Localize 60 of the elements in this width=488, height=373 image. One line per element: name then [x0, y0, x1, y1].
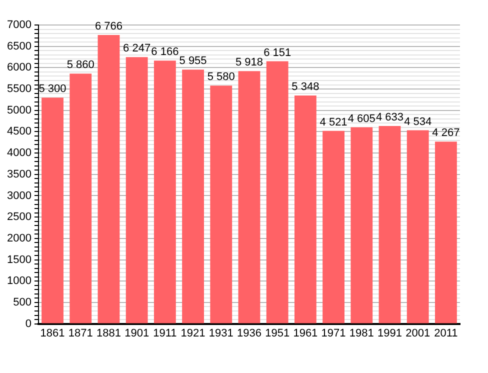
- x-tick-label: 1936: [236, 327, 262, 340]
- data-label: 4 267: [432, 127, 460, 140]
- x-tick-label: 1971: [321, 327, 346, 340]
- data-label: 5 580: [207, 71, 235, 84]
- x-tick-label: 1921: [180, 327, 206, 340]
- y-tick-label: 3000: [6, 190, 32, 202]
- y-tick-label: 0: [25, 318, 32, 330]
- data-label: 5 348: [292, 81, 320, 94]
- y-tick-label: 7000: [6, 19, 32, 32]
- x-tick-label: 1951: [265, 327, 290, 340]
- x-tick-label: 2011: [434, 327, 458, 340]
- bar: [294, 96, 316, 324]
- y-tick-label: 4500: [6, 126, 32, 138]
- y-tick-label: 2500: [6, 211, 32, 224]
- y-tick-label: 1500: [6, 254, 32, 266]
- x-tick-label: 1901: [124, 327, 150, 340]
- x-tick-label: 1881: [96, 327, 121, 340]
- bar: [98, 34, 120, 324]
- bar: [70, 74, 92, 324]
- bar: [154, 60, 176, 324]
- data-label: 5 918: [235, 56, 263, 69]
- bar: [266, 61, 288, 324]
- x-tick-label: 1991: [378, 327, 402, 340]
- data-label: 4 534: [404, 116, 432, 128]
- x-tick-label: 2001: [406, 327, 430, 340]
- data-label: 6 766: [94, 20, 122, 33]
- y-tick-label: 1000: [6, 275, 32, 288]
- data-label: 5 860: [66, 59, 94, 72]
- data-label: 5 300: [38, 83, 66, 96]
- bar: [182, 70, 204, 324]
- bar: [126, 57, 148, 324]
- y-tick-label: 6000: [6, 62, 32, 74]
- data-label: 6 247: [123, 42, 151, 55]
- x-tick-label: 1861: [40, 327, 65, 340]
- data-label: 6 166: [151, 46, 179, 58]
- y-tick-label: 5500: [6, 83, 32, 96]
- x-tick-label: 1931: [208, 327, 234, 340]
- bar: [42, 98, 64, 324]
- y-tick-label: 4000: [6, 147, 32, 160]
- data-label: 4 605: [348, 112, 376, 125]
- y-tick-label: 2000: [6, 232, 32, 244]
- y-tick-label: 6500: [6, 40, 32, 52]
- data-label: 5 955: [179, 55, 207, 68]
- y-tick-label: 3500: [6, 168, 32, 180]
- x-tick-label: 1981: [349, 327, 374, 340]
- data-label: 4 521: [320, 116, 348, 128]
- bar: [350, 127, 373, 324]
- bar: [210, 86, 232, 324]
- bar: [434, 142, 457, 324]
- y-tick-label: 500: [13, 296, 32, 308]
- x-tick-label: 1911: [153, 327, 177, 340]
- bar: [406, 130, 429, 324]
- bar: [322, 130, 344, 324]
- x-tick-label: 1961: [293, 327, 318, 340]
- data-label: 6 151: [264, 46, 292, 59]
- bar: [378, 126, 401, 324]
- bar: [238, 71, 260, 324]
- y-tick-label: 5000: [6, 104, 32, 116]
- x-tick-label: 1871: [68, 327, 93, 340]
- data-label: 4 633: [376, 112, 404, 124]
